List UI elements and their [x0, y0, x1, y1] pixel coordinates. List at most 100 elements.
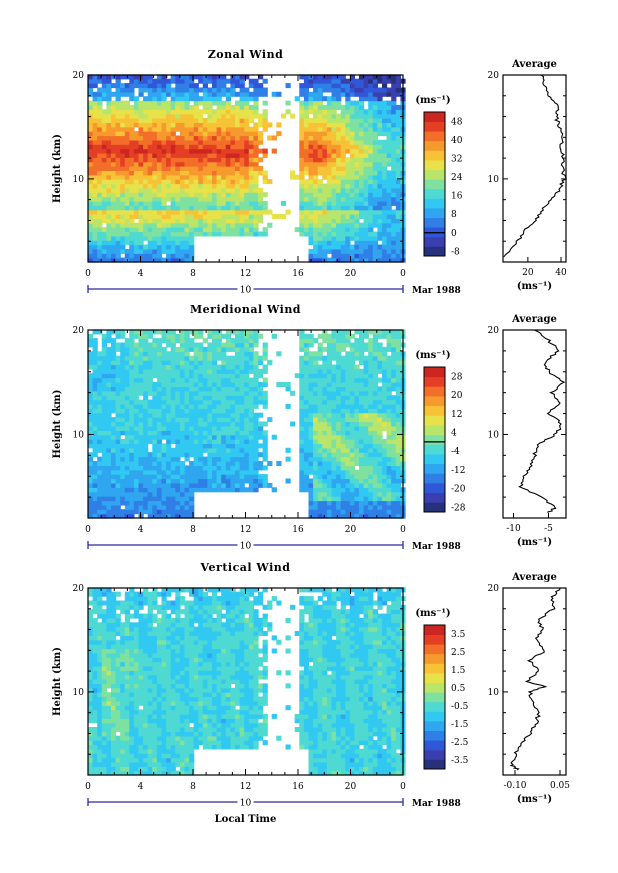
- heatmap-cell: [391, 166, 397, 171]
- heatmap-cell: [166, 447, 172, 453]
- heatmap-cell: [326, 166, 333, 171]
- heatmap-cell: [120, 170, 126, 176]
- heatmap-cell: [313, 447, 319, 453]
- heatmap-cell: [179, 200, 186, 206]
- heatmap-cell: [322, 209, 328, 215]
- heatmap-cell: [349, 170, 355, 176]
- heatmap-cell: [202, 78, 208, 84]
- heatmap-cell: [331, 465, 337, 471]
- heatmap-cell: [175, 113, 181, 119]
- heatmap-cell: [189, 373, 195, 379]
- heatmap-cell: [354, 342, 360, 348]
- heatmap-cell: [184, 478, 190, 484]
- heatmap-cell: [175, 377, 181, 383]
- heatmap-cell: [386, 478, 392, 484]
- heatmap-cell: [111, 434, 117, 440]
- heatmap-cell: [101, 487, 107, 493]
- heatmap-cell: [198, 214, 204, 219]
- colorbar-swatch: [424, 150, 445, 161]
- heatmap-cell: [391, 417, 397, 423]
- heatmap-cell: [258, 430, 264, 436]
- heatmap-cell: [212, 205, 218, 211]
- heatmap-cell: [189, 430, 195, 436]
- heatmap-cell: [372, 166, 378, 171]
- heatmap-cell: [354, 126, 360, 132]
- heatmap-cell: [349, 187, 355, 193]
- heatmap-cell: [106, 390, 112, 396]
- heatmap-cell: [253, 430, 259, 436]
- heatmap-cell: [143, 257, 149, 263]
- heatmap-cell: [184, 187, 190, 193]
- heatmap-cell: [386, 360, 392, 366]
- heatmap-cell: [336, 144, 342, 150]
- heatmap-cell: [336, 235, 342, 241]
- heatmap-cell: [216, 196, 222, 202]
- heatmap-cell: [345, 403, 351, 409]
- heatmap-cell: [193, 166, 199, 171]
- heatmap-cell: [345, 118, 351, 123]
- heatmap-cell: [170, 360, 176, 366]
- heatmap-cell: [156, 469, 163, 475]
- heatmap-cell: [395, 174, 401, 180]
- heatmap-cell: [303, 425, 310, 431]
- heatmap-cell: [106, 403, 112, 409]
- heatmap-cell: [97, 364, 103, 370]
- heatmap-cell: [106, 465, 112, 471]
- heatmap-cell: [349, 74, 355, 80]
- heatmap-cell: [189, 500, 195, 506]
- heatmap-cell: [326, 187, 333, 193]
- heatmap-cell: [179, 509, 186, 515]
- heatmap-cell: [133, 200, 140, 206]
- heatmap-cell: [152, 83, 158, 89]
- heatmap-cell: [133, 390, 140, 396]
- heatmap-cell: [152, 135, 158, 141]
- heatmap-cell: [179, 257, 186, 263]
- heatmap-cell: [175, 364, 181, 370]
- heatmap-cell: [120, 364, 126, 370]
- heatmap-cell: [377, 248, 383, 254]
- heatmap-cell: [152, 482, 158, 488]
- heatmap-cell: [138, 443, 144, 449]
- heatmap-cell: [349, 222, 355, 228]
- heatmap-cell: [349, 174, 355, 180]
- heatmap-cell: [317, 368, 323, 374]
- heatmap-cell: [225, 364, 231, 370]
- heatmap-cell: [101, 469, 107, 475]
- heatmap-cell: [230, 91, 236, 97]
- heatmap-cell: [235, 131, 241, 137]
- heatmap-cell: [225, 474, 231, 480]
- heatmap-cell: [230, 222, 236, 228]
- heatmap-cell: [170, 161, 176, 167]
- heatmap-cell: [212, 456, 218, 462]
- heatmap-cell: [372, 447, 378, 453]
- heatmap-cell: [143, 434, 149, 440]
- heatmap-cell: [345, 96, 351, 102]
- heatmap-cell: [92, 91, 98, 97]
- heatmap-cell: [106, 192, 112, 198]
- heatmap-cell: [253, 218, 259, 224]
- heatmap-cell: [368, 478, 374, 484]
- heatmap-cell: [189, 355, 195, 361]
- heatmap-cell: [354, 509, 360, 515]
- heatmap-cell: [124, 126, 130, 132]
- heatmap-cell: [331, 109, 337, 115]
- heatmap-cell: [152, 469, 158, 475]
- heatmap-cell: [317, 430, 323, 436]
- heatmap-cell: [202, 482, 208, 488]
- heatmap-cell: [120, 257, 126, 263]
- heatmap-cell: [382, 452, 388, 458]
- heatmap-cell: [336, 200, 342, 206]
- heatmap-cell: [216, 346, 222, 352]
- heatmap-cell: [349, 231, 355, 237]
- heatmap-cell: [299, 346, 305, 352]
- heatmap-cell: [336, 487, 342, 493]
- heatmap-cell: [248, 403, 254, 409]
- heatmap-cell: [372, 248, 378, 254]
- heatmap-cell: [359, 377, 365, 383]
- heatmap-cell: [331, 364, 337, 370]
- heatmap-cell: [129, 421, 135, 427]
- heatmap-cell: [193, 148, 199, 154]
- heatmap-cell: [244, 434, 250, 440]
- heatmap-cell: [377, 346, 383, 352]
- heatmap-cell: [372, 469, 378, 475]
